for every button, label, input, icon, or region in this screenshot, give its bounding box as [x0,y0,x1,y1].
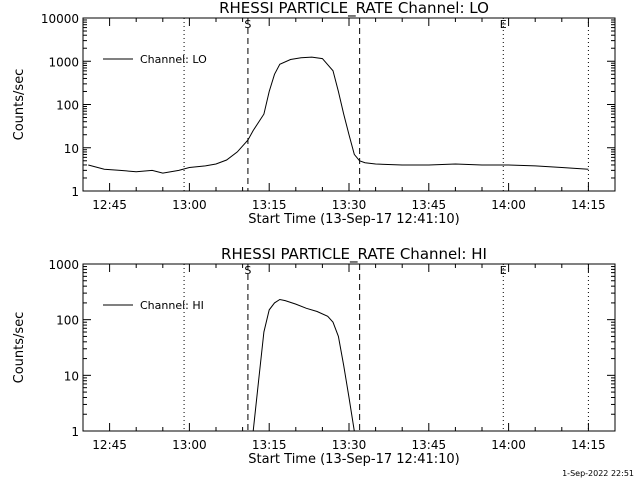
timestamp: 1-Sep-2022 22:51 [562,469,634,478]
x-axis-label: Start Time (13-Sep-17 12:41:10) [248,212,459,227]
event-marker-label: E [500,264,507,277]
y-tick-label: 1000 [48,55,79,69]
y-tick-label: 1 [71,425,79,439]
y-axis-label: Counts/sec [12,69,27,141]
event-marker-label: S [244,18,251,31]
y-tick-label: 100 [56,314,79,328]
x-tick-label: 13:30 [332,438,367,452]
x-tick-label: 12:45 [92,438,127,452]
y-tick-label: 10000 [41,12,79,26]
x-tick-label: 12:45 [92,198,127,212]
y-tick-label: 10 [64,369,79,383]
x-tick-label: 13:15 [252,198,287,212]
x-tick-label: 13:45 [412,438,447,452]
x-tick-label: 14:15 [571,438,606,452]
x-tick-label: 13:00 [172,198,207,212]
legend-label: Channel: LO [140,53,207,66]
series-line [252,298,355,432]
y-tick-label: 1000 [48,258,79,272]
x-tick-label: 13:30 [332,198,367,212]
y-tick-label: 1 [71,185,79,199]
series-line [88,56,589,174]
chart-title: RHESSI PARTICLE_RATE Channel: HI [221,245,487,264]
y-tick-label: 10 [64,142,79,156]
legend-label: Channel: HI [140,299,204,312]
chart-title: RHESSI PARTICLE_RATE Channel: LO [219,0,489,18]
x-tick-label: 14:00 [491,438,526,452]
x-tick-label: 13:45 [412,198,447,212]
y-axis-label: Counts/sec [12,312,27,384]
x-tick-label: 13:00 [172,438,207,452]
x-axis-label: Start Time (13-Sep-17 12:41:10) [248,452,459,467]
event-marker-label: E [500,18,507,31]
x-tick-label: 14:15 [571,198,606,212]
x-tick-label: 14:00 [491,198,526,212]
event-marker-label: S [244,264,251,277]
x-tick-label: 13:15 [252,438,287,452]
plot-frame [82,17,616,192]
plot-frame [82,263,616,432]
y-tick-label: 100 [56,99,79,113]
